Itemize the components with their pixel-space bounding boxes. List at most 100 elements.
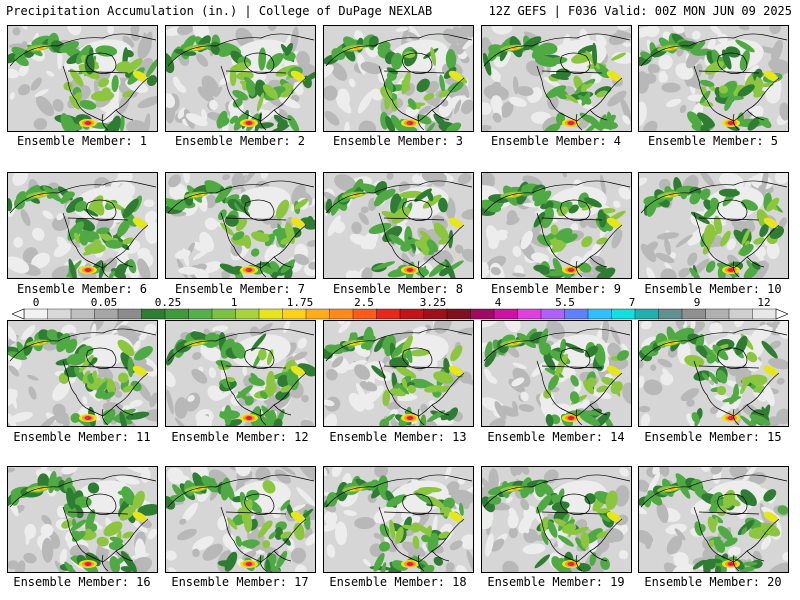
colorbar-swatch bbox=[681, 308, 707, 320]
colorbar-swatch bbox=[329, 308, 354, 320]
colorbar-tick-label: 0.05 bbox=[90, 296, 118, 309]
colorbar-swatch bbox=[705, 308, 730, 320]
precip-map-icon bbox=[482, 26, 631, 131]
precip-map-icon bbox=[8, 26, 157, 131]
ensemble-member-map bbox=[638, 466, 789, 573]
colorbar-swatch bbox=[376, 308, 401, 320]
ensemble-member-map bbox=[323, 320, 474, 427]
ensemble-member-label: Ensemble Member: 3 bbox=[332, 134, 464, 148]
colorbar-swatch bbox=[399, 308, 425, 320]
precip-map-icon bbox=[639, 173, 788, 278]
ensemble-member-label: Ensemble Member: 14 bbox=[487, 430, 625, 444]
ensemble-member-label: Ensemble Member: 19 bbox=[487, 575, 625, 589]
precip-map-icon bbox=[482, 321, 631, 426]
ensemble-member-label: Ensemble Member: 16 bbox=[13, 575, 151, 589]
colorbar-tick-label: 0 bbox=[32, 296, 40, 309]
precip-map-icon bbox=[166, 467, 315, 572]
ensemble-member-map bbox=[323, 172, 474, 279]
colorbar-swatch bbox=[70, 308, 96, 320]
precip-map-icon bbox=[166, 26, 315, 131]
ensemble-member-map bbox=[638, 172, 789, 279]
colorbar-swatch bbox=[470, 308, 495, 320]
header-valid-time: 12Z GEFS | F036 Valid: 00Z MON JUN 09 20… bbox=[488, 4, 792, 18]
colorbar-swatch bbox=[423, 308, 448, 320]
colorbar-swatch bbox=[540, 308, 566, 320]
ensemble-member-map bbox=[7, 25, 158, 132]
ensemble-member-label: Ensemble Member: 15 bbox=[644, 430, 782, 444]
colorbar-swatch bbox=[446, 308, 472, 320]
precip-map-icon bbox=[639, 467, 788, 572]
colorbar-swatch bbox=[164, 308, 190, 320]
colorbar-tick-label: 5.5 bbox=[555, 296, 575, 309]
precip-map-icon bbox=[166, 321, 315, 426]
colorbar-swatch bbox=[141, 308, 166, 320]
ensemble-member-label: Ensemble Member: 8 bbox=[332, 282, 464, 296]
colorbar-swatch bbox=[752, 308, 777, 320]
precip-map-icon bbox=[166, 173, 315, 278]
ensemble-member-label: Ensemble Member: 1 bbox=[16, 134, 148, 148]
colorbar-swatch bbox=[352, 308, 378, 320]
colorbar-swatch bbox=[235, 308, 260, 320]
colorbar-swatch bbox=[611, 308, 636, 320]
colorbar-min-arrow bbox=[12, 308, 25, 320]
colorbar-swatch bbox=[23, 308, 49, 320]
ensemble-member-map bbox=[481, 466, 632, 573]
colorbar-swatch bbox=[211, 308, 237, 320]
header-title: Precipitation Accumulation (in.) | Colle… bbox=[6, 4, 433, 18]
precip-map-icon bbox=[639, 26, 788, 131]
ensemble-member-map bbox=[481, 25, 632, 132]
ensemble-member-label: Ensemble Member: 2 bbox=[174, 134, 306, 148]
colorbar-tick-label: 9 bbox=[693, 296, 701, 309]
colorbar-swatch bbox=[658, 308, 683, 320]
precip-map-icon bbox=[324, 26, 473, 131]
ensemble-member-label: Ensemble Member: 17 bbox=[171, 575, 309, 589]
ensemble-member-map bbox=[638, 25, 789, 132]
ensemble-member-map bbox=[323, 466, 474, 573]
precip-map-icon bbox=[324, 173, 473, 278]
colorbar-tick-label: 0.25 bbox=[154, 296, 182, 309]
ensemble-member-label: Ensemble Member: 12 bbox=[171, 430, 309, 444]
ensemble-member-map bbox=[7, 172, 158, 279]
ensemble-member-label: Ensemble Member: 6 bbox=[16, 282, 148, 296]
colorbar-tick-label: 12 bbox=[757, 296, 771, 309]
colorbar-tick-label: 2.5 bbox=[354, 296, 374, 309]
ensemble-member-label: Ensemble Member: 10 bbox=[644, 282, 782, 296]
colorbar-tick-label: 1.75 bbox=[286, 296, 314, 309]
precip-map-icon bbox=[639, 321, 788, 426]
ensemble-member-map bbox=[481, 172, 632, 279]
ensemble-member-map bbox=[165, 25, 316, 132]
colorbar-swatch bbox=[587, 308, 613, 320]
ensemble-member-label: Ensemble Member: 7 bbox=[174, 282, 306, 296]
ensemble-member-map bbox=[165, 320, 316, 427]
ensemble-member-label: Ensemble Member: 13 bbox=[329, 430, 467, 444]
colorbar-swatch bbox=[564, 308, 589, 320]
colorbar-max-arrow bbox=[775, 308, 788, 320]
ensemble-member-map bbox=[165, 466, 316, 573]
precip-map-icon bbox=[324, 321, 473, 426]
ensemble-member-label: Ensemble Member: 11 bbox=[13, 430, 151, 444]
precip-map-icon bbox=[482, 173, 631, 278]
precip-map-icon bbox=[482, 467, 631, 572]
ensemble-member-map bbox=[638, 320, 789, 427]
precip-map-icon bbox=[8, 321, 157, 426]
colorbar-tick-label: 4 bbox=[494, 296, 502, 309]
colorbar-swatch bbox=[188, 308, 213, 320]
ensemble-member-map bbox=[165, 172, 316, 279]
colorbar-swatch bbox=[94, 308, 119, 320]
ensemble-member-label: Ensemble Member: 4 bbox=[490, 134, 622, 148]
colorbar-swatch bbox=[634, 308, 660, 320]
precip-map-icon bbox=[8, 467, 157, 572]
colorbar-swatch bbox=[117, 308, 143, 320]
colorbar-swatch bbox=[493, 308, 519, 320]
colorbar-swatch bbox=[258, 308, 284, 320]
colorbar-swatch bbox=[517, 308, 542, 320]
ensemble-member-label: Ensemble Member: 5 bbox=[647, 134, 779, 148]
ensemble-member-label: Ensemble Member: 20 bbox=[644, 575, 782, 589]
ensemble-member-map bbox=[7, 320, 158, 427]
colorbar-swatch bbox=[282, 308, 307, 320]
precip-map-icon bbox=[8, 173, 157, 278]
ensemble-member-map bbox=[481, 320, 632, 427]
ensemble-member-label: Ensemble Member: 18 bbox=[329, 575, 467, 589]
colorbar-swatch bbox=[47, 308, 72, 320]
precip-colorbar bbox=[12, 308, 788, 320]
